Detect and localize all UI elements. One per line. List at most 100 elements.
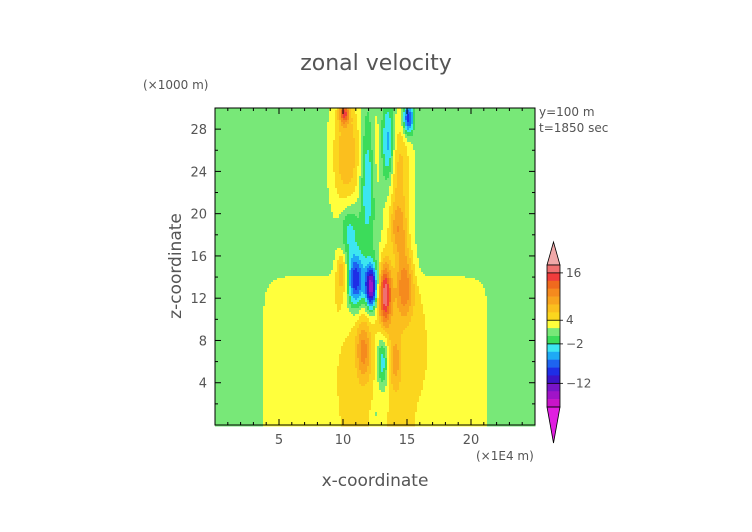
contour-cell (375, 350, 378, 353)
contour-cell (343, 342, 356, 345)
contour-cell (417, 246, 536, 249)
contour-cell (359, 278, 362, 281)
contour-cell (377, 282, 380, 285)
contour-cell (369, 274, 374, 277)
contour-cell (413, 310, 424, 313)
contour-cell (391, 154, 394, 157)
contour-cell (383, 174, 390, 177)
contour-cell (333, 154, 340, 157)
contour-cell (381, 130, 384, 133)
contour-cell (349, 274, 352, 277)
contour-cell (401, 380, 424, 383)
contour-cell (365, 300, 368, 303)
contour-cell (365, 172, 372, 175)
contour-cell (215, 412, 264, 415)
contour-cell (355, 140, 360, 143)
contour-cell (391, 376, 402, 379)
contour-cell (385, 162, 390, 165)
contour-cell (357, 368, 360, 371)
contour-cell (377, 286, 380, 289)
contour-cell (339, 110, 342, 113)
contour-cell (391, 286, 394, 289)
contour-cell (381, 236, 388, 239)
contour-cell (357, 350, 362, 353)
contour-cell (335, 172, 340, 175)
contour-cell (381, 308, 384, 311)
contour-cell (415, 242, 536, 245)
contour-cell (381, 288, 384, 291)
contour-cell (375, 364, 378, 367)
contour-cell (385, 388, 390, 391)
contour-cell (355, 146, 360, 149)
contour-cell (373, 234, 382, 237)
contour-cell (381, 266, 384, 269)
contour-cell (391, 290, 400, 293)
contour-cell (393, 204, 406, 207)
contour-cell (369, 120, 376, 123)
contour-cell (215, 268, 334, 271)
contour-cell (389, 212, 394, 215)
contour-cell (263, 308, 338, 311)
contour-cell (389, 276, 392, 279)
contour-cell (373, 184, 392, 187)
contour-cell (387, 332, 404, 335)
contour-cell (415, 170, 536, 173)
contour-cell (333, 144, 340, 147)
contour-cell (343, 258, 346, 261)
contour-cell (373, 174, 378, 177)
plot-area (215, 108, 536, 427)
contour-cell (351, 290, 354, 293)
contour-cell (361, 282, 366, 285)
contour-cell (407, 140, 536, 143)
contour-cell (355, 230, 374, 233)
contour-cell (347, 226, 354, 229)
contour-cell (343, 228, 348, 231)
contour-cell (401, 278, 410, 281)
contour-cell (377, 272, 380, 275)
contour-cell (215, 138, 328, 141)
contour-cell (487, 416, 536, 419)
contour-cell (361, 112, 368, 115)
contour-cell (423, 308, 488, 311)
contour-cell (487, 362, 536, 365)
contour-cell (369, 308, 374, 311)
contour-cell (367, 152, 370, 155)
contour-cell (383, 288, 388, 291)
contour-cell (403, 218, 408, 221)
contour-cell (359, 368, 368, 371)
contour-cell (365, 218, 370, 221)
contour-cell (361, 276, 366, 279)
contour-cell (379, 362, 382, 365)
contour-cell (383, 260, 392, 263)
contour-cell (385, 284, 388, 287)
contour-cell (389, 368, 392, 371)
contour-cell (215, 172, 328, 175)
contour-cell (391, 166, 394, 169)
contour-cell (349, 122, 352, 125)
contour-cell (487, 364, 536, 367)
contour-cell (351, 312, 360, 315)
contour-cell (375, 378, 378, 381)
contour-cell (381, 122, 386, 125)
contour-cell (375, 414, 378, 417)
contour-cell (327, 156, 334, 159)
contour-cell (369, 364, 372, 367)
contour-cell (379, 174, 384, 177)
contour-cell (389, 284, 392, 287)
contour-cell (413, 124, 416, 127)
contour-cell (353, 132, 360, 135)
contour-cell (413, 110, 416, 113)
contour-cell (391, 270, 400, 273)
contour-cell (385, 310, 388, 313)
contour-cell (381, 260, 384, 263)
contour-cell (361, 350, 368, 353)
contour-cell (403, 136, 406, 139)
contour-cell (375, 146, 380, 149)
contour-cell (263, 386, 338, 389)
contour-cell (375, 148, 380, 151)
contour-cell (393, 142, 396, 145)
contour-cell (387, 314, 390, 317)
contour-cell (339, 130, 354, 133)
contour-cell (365, 208, 372, 211)
contour-cell (215, 318, 264, 321)
